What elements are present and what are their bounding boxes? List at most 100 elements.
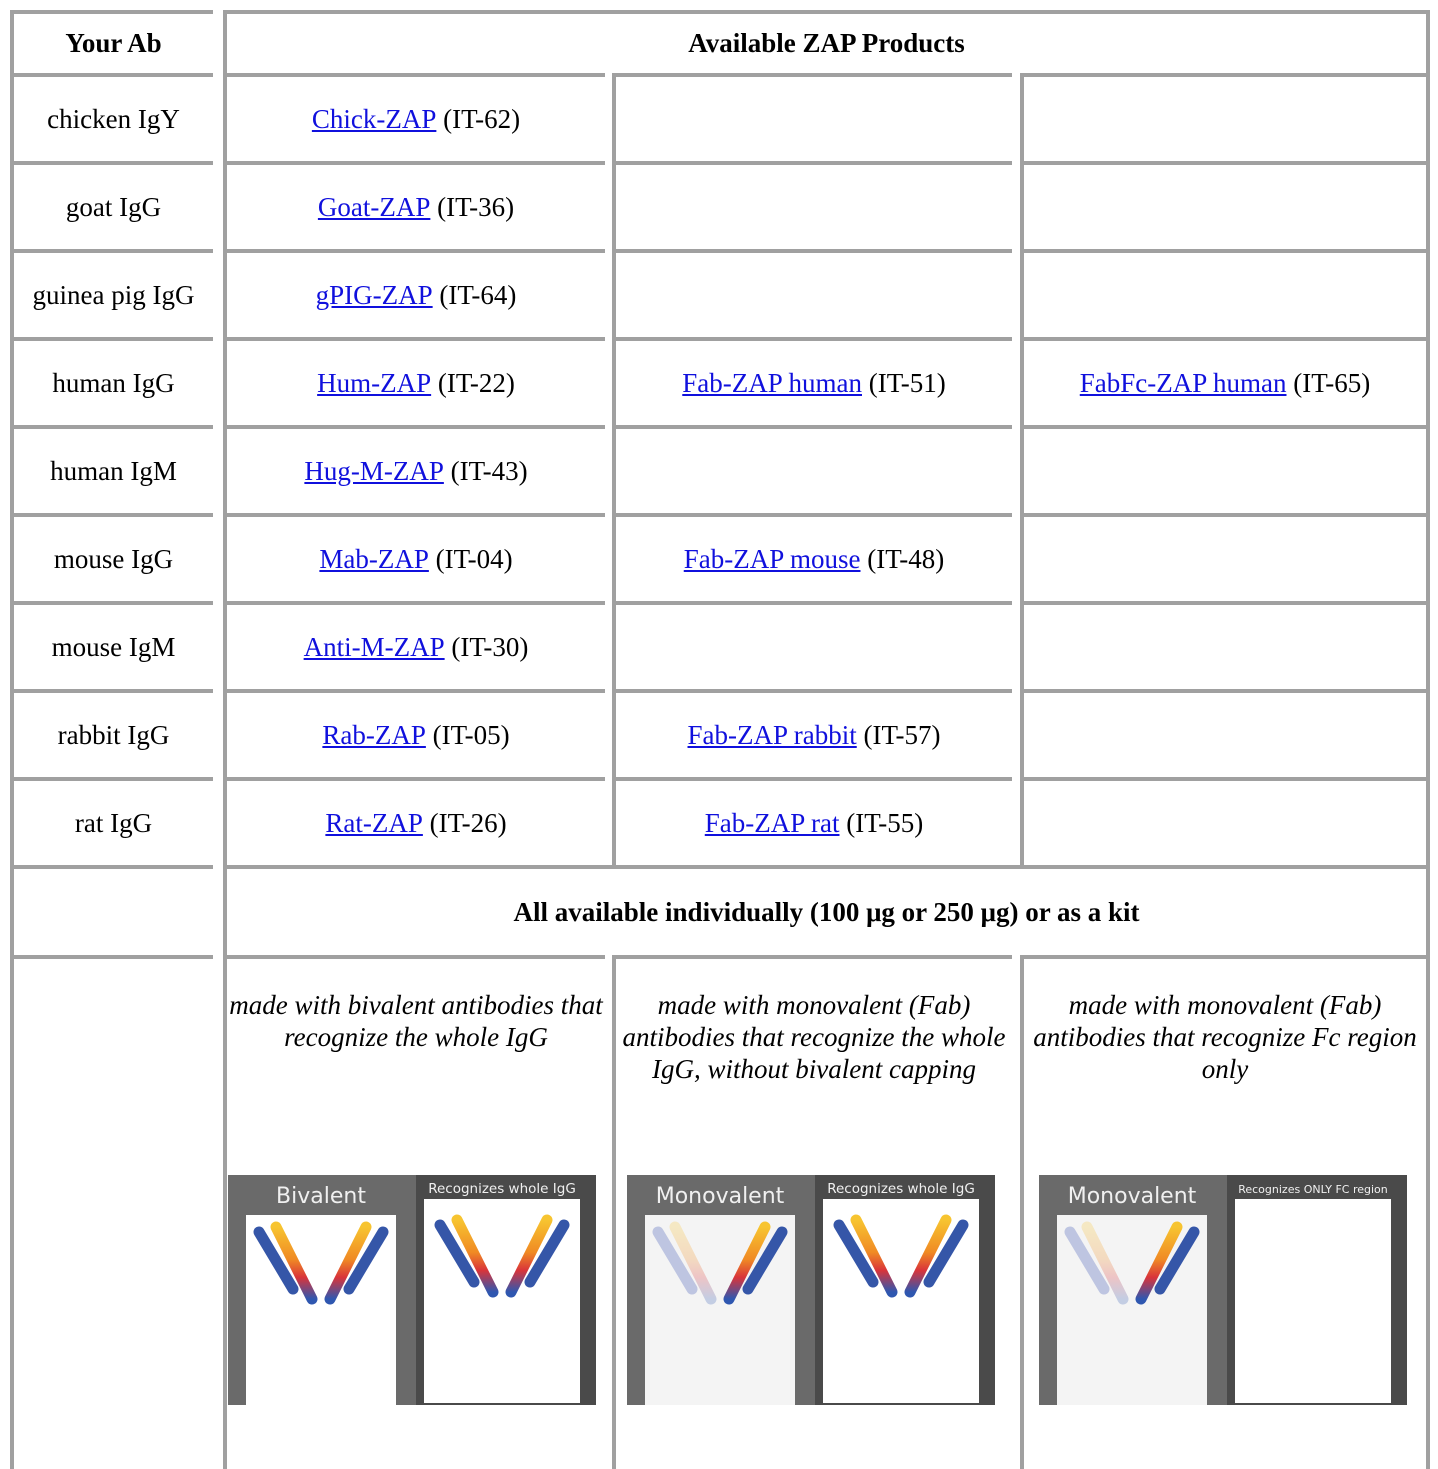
description-text: made with monovalent (Fab) antibodies th… (622, 990, 1006, 1084)
antibody-part (833, 1219, 879, 1288)
product-code: (IT-48) (867, 543, 945, 574)
product-link[interactable]: Hug-M-ZAP (304, 455, 444, 486)
ab-cell: chicken IgY (10, 73, 213, 161)
product-cell: Goat-ZAP (IT-36) (223, 161, 605, 249)
product-link[interactable]: Hum-ZAP (317, 367, 432, 398)
antibodies (652, 1214, 969, 1405)
product-cell: Fab-ZAP mouse (IT-48) (612, 513, 1012, 601)
antibody-part (434, 1219, 480, 1288)
product-code: (IT-64) (439, 279, 517, 310)
antibody-part (742, 1226, 788, 1295)
product-cell: Anti-M-ZAP (IT-30) (223, 601, 605, 689)
product-link[interactable]: Rab-ZAP (322, 719, 426, 750)
product-code: (IT-26) (429, 807, 507, 838)
ab-cell: mouse IgM (10, 601, 213, 689)
antibody-part (1064, 1226, 1110, 1295)
ab-cell: goat IgG (10, 161, 213, 249)
antibody-part (1081, 1221, 1129, 1305)
antibody-name: human IgG (52, 367, 175, 398)
product-link[interactable]: Fab-ZAP mouse (683, 543, 861, 574)
product-code: (IT-22) (437, 367, 515, 398)
product-cell: Fab-ZAP rat (IT-55) (612, 777, 1012, 865)
ab-cell: rabbit IgG (10, 689, 213, 777)
product-code: (IT-30) (451, 631, 529, 662)
antibody-part (923, 1219, 969, 1288)
product-code: (IT-62) (443, 103, 521, 134)
product-cell (1020, 73, 1430, 161)
ab-cell: guinea pig IgG (10, 249, 213, 337)
antibody-name: rat IgG (74, 807, 153, 838)
description-cell: made with monovalent (Fab) antibodies th… (612, 955, 1012, 1469)
description-text: made with bivalent antibodies that recog… (229, 990, 603, 1052)
image-left-title: Monovalent (656, 1184, 785, 1209)
header-cell: Your Ab (10, 10, 213, 73)
product-link[interactable]: Chick-ZAP (311, 103, 437, 134)
antibody-part (270, 1221, 318, 1305)
header-cell: Available ZAP Products (223, 10, 1430, 73)
product-link[interactable]: Fab-ZAP rabbit (687, 719, 857, 750)
product-cell: Hug-M-ZAP (IT-43) (223, 425, 605, 513)
product-cell: Hum-ZAP (IT-22) (223, 337, 605, 425)
antibody-part (652, 1226, 698, 1295)
description-cell: made with monovalent (Fab) antibodies th… (1020, 955, 1430, 1469)
empty-cell (10, 955, 213, 1469)
antibody-name: human IgM (50, 455, 177, 486)
antibody-part (1135, 1221, 1183, 1305)
antibody-part (505, 1214, 553, 1298)
product-link[interactable]: Anti-M-ZAP (303, 631, 445, 662)
product-cell: Chick-ZAP (IT-62) (223, 73, 605, 161)
product-cell: Rat-ZAP (IT-26) (223, 777, 605, 865)
antibody-part (343, 1226, 389, 1295)
header-text: Available ZAP Products (688, 28, 965, 58)
ab-cell: human IgM (10, 425, 213, 513)
product-link[interactable]: Goat-ZAP (317, 191, 431, 222)
antibody-part (524, 1219, 570, 1288)
product-cell: Mab-ZAP (IT-04) (223, 513, 605, 601)
product-link[interactable]: gPIG-ZAP (315, 279, 433, 310)
antibody-name: rabbit IgG (57, 719, 170, 750)
image-left-title: Monovalent (1068, 1184, 1197, 1209)
product-code: (IT-51) (868, 367, 946, 398)
antibody-part (451, 1214, 499, 1298)
product-link[interactable]: Fab-ZAP human (682, 367, 862, 398)
product-code: (IT-65) (1293, 367, 1371, 398)
antibody-image: Bivalent Recognizes whole IgG (228, 1175, 596, 1405)
product-cell (1020, 777, 1430, 865)
product-cell (612, 425, 1012, 513)
product-cell (612, 161, 1012, 249)
antibodies (1064, 1221, 1324, 1405)
product-cell: Fab-ZAP rabbit (IT-57) (612, 689, 1012, 777)
product-link[interactable]: Rat-ZAP (325, 807, 423, 838)
empty-cell (10, 865, 213, 955)
antibody-image: Monovalent Recognizes whole IgG (627, 1175, 995, 1405)
ab-cell: human IgG (10, 337, 213, 425)
product-cell (612, 249, 1012, 337)
ab-cell: rat IgG (10, 777, 213, 865)
image-right-title: Recognizes whole IgG (827, 1181, 975, 1197)
product-cell: Rab-ZAP (IT-05) (223, 689, 605, 777)
header-text: Your Ab (65, 28, 162, 58)
product-cell (612, 601, 1012, 689)
antibody-part (850, 1214, 898, 1298)
right-inner (1235, 1199, 1391, 1403)
description-text: made with monovalent (Fab) antibodies th… (1033, 990, 1417, 1084)
description-cell: made with bivalent antibodies that recog… (223, 955, 605, 1469)
product-link[interactable]: Mab-ZAP (319, 543, 429, 574)
antibody-part (669, 1221, 717, 1305)
product-link[interactable]: FabFc-ZAP human (1079, 367, 1287, 398)
antibodies (253, 1214, 570, 1405)
product-code: (IT-57) (863, 719, 941, 750)
ab-cell: mouse IgG (10, 513, 213, 601)
image-left-title: Bivalent (276, 1184, 366, 1209)
antibody-name: guinea pig IgG (32, 279, 195, 310)
product-cell (1020, 601, 1430, 689)
note-text: All available individually (100 μg or 25… (513, 896, 1140, 927)
antibody-part (723, 1221, 771, 1305)
product-link[interactable]: Fab-ZAP rat (704, 807, 840, 838)
image-right-title: Recognizes ONLY FC region (1238, 1183, 1388, 1196)
antibody-name: goat IgG (65, 191, 162, 222)
antibody-name: chicken IgY (47, 103, 180, 134)
product-cell (1020, 161, 1430, 249)
note-cell: All available individually (100 μg or 25… (223, 865, 1430, 955)
